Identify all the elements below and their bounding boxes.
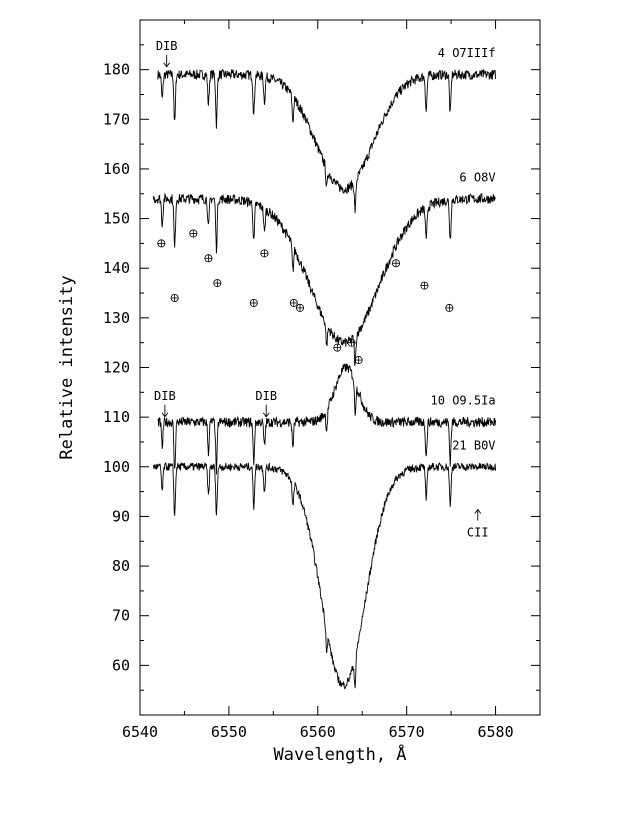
- annotations: DIB DIB DIB CII: [154, 39, 489, 540]
- y-tick-label: 130: [103, 309, 130, 327]
- telluric-marker: [445, 303, 454, 312]
- y-tick-label: 60: [112, 656, 130, 674]
- telluric-marker: [249, 298, 258, 307]
- annotation-arrowhead: [262, 412, 270, 418]
- x-tick-label: 6560: [300, 723, 336, 741]
- annotation-label: DIB: [154, 389, 176, 403]
- telluric-marker: [170, 293, 179, 302]
- x-tick-label: 6570: [389, 723, 425, 741]
- telluric-marker: [157, 239, 166, 248]
- y-tick-label: 160: [103, 160, 130, 178]
- telluric-marker: [333, 343, 342, 352]
- series-label-1: 4 O7IIIf: [438, 46, 496, 60]
- telluric-marker: [420, 281, 429, 290]
- series-group: 4 O7IIIf 6 O8V 10 O9.5Ia 21 B0V: [152, 46, 497, 690]
- y-tick-label: 170: [103, 110, 130, 128]
- series-line-1: [157, 68, 497, 214]
- series-line-4: [152, 461, 497, 690]
- telluric-marker: [289, 298, 298, 307]
- y-tick-label: 100: [103, 458, 130, 476]
- y-tick-label: 180: [103, 61, 130, 79]
- series-label-3: 10 O9.5Ia: [431, 394, 496, 408]
- annotation: DIB: [154, 389, 176, 418]
- y-tick-label: 120: [103, 359, 130, 377]
- annotation: DIB: [255, 389, 277, 418]
- annotation-label: CII: [467, 526, 489, 540]
- series-label-2: 6 O8V: [459, 170, 495, 184]
- series-label-4: 21 B0V: [452, 438, 495, 452]
- annotation-arrowhead: [161, 412, 169, 418]
- y-tick-label: 80: [112, 557, 130, 575]
- annotation: CII: [467, 508, 489, 540]
- series-line-2: [152, 192, 496, 366]
- x-tick-label: 6540: [122, 723, 158, 741]
- annotation-label: DIB: [156, 39, 178, 53]
- annotation-arrowhead: [163, 62, 171, 68]
- telluric-marker: [213, 279, 222, 288]
- telluric-marker: [391, 259, 400, 268]
- telluric-marker: [260, 249, 269, 258]
- telluric-markers: [157, 229, 454, 365]
- annotation: DIB: [156, 39, 178, 68]
- plot-frame: [139, 19, 541, 716]
- axis-ticks: 60 70 80 90 100 110 120 130 140 150 160 170 180 6540 6…: [103, 20, 541, 741]
- telluric-marker: [347, 338, 356, 347]
- y-tick-label: 150: [103, 210, 130, 228]
- y-tick-label: 140: [103, 259, 130, 277]
- telluric-marker: [204, 254, 213, 263]
- x-tick-label: 6580: [477, 723, 513, 741]
- series-line-3: [157, 363, 497, 475]
- y-axis-label: Relative intensity: [57, 275, 77, 459]
- x-axis-label: Wavelength, Å: [273, 743, 406, 765]
- x-tick-label: 6550: [211, 723, 247, 741]
- telluric-marker: [295, 303, 304, 312]
- annotation-arrowhead: [474, 508, 482, 514]
- telluric-marker: [354, 356, 363, 365]
- annotation-label: DIB: [255, 389, 277, 403]
- y-tick-label: 90: [112, 507, 130, 525]
- y-tick-label: 70: [112, 607, 130, 625]
- y-tick-label: 110: [103, 408, 130, 426]
- telluric-marker: [189, 229, 198, 238]
